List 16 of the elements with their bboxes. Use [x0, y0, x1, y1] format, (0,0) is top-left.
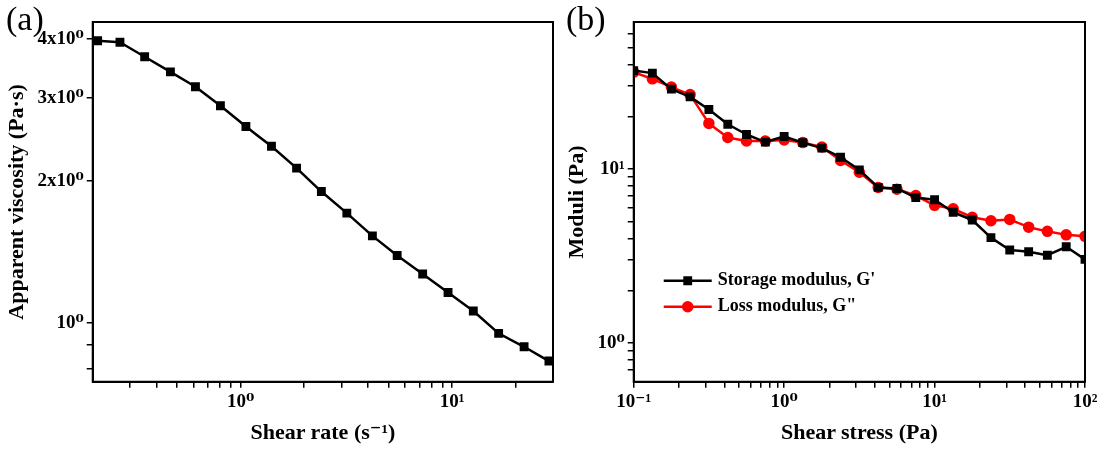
- chart-title: (b): [566, 0, 606, 38]
- y-axis-title: Apparent viscosity (Pa·s): [2, 84, 28, 320]
- x-tick-label: 10⁻¹: [616, 390, 652, 412]
- y-tick-label: 10⁰: [56, 310, 84, 332]
- x-tick-label: 10²: [1072, 390, 1098, 412]
- legend-label: Storage modulus, G': [717, 269, 876, 290]
- x-tick-label: 10¹: [922, 390, 947, 412]
- x-axis-title: Shear rate (s⁻¹): [250, 419, 396, 445]
- x-tick-label: 10¹: [439, 390, 465, 412]
- x-tick-label: 10⁰: [226, 390, 255, 412]
- y-axis-title: Moduli (Pa): [562, 145, 588, 259]
- x-axis-title: Shear stress (Pa): [780, 419, 938, 445]
- y-tick-label: 3x10⁰: [37, 85, 84, 107]
- x-tick-label: 10⁰: [770, 390, 798, 412]
- legend-label: Loss modulus, G": [717, 295, 857, 316]
- y-tick-label: 2x10⁰: [37, 168, 84, 190]
